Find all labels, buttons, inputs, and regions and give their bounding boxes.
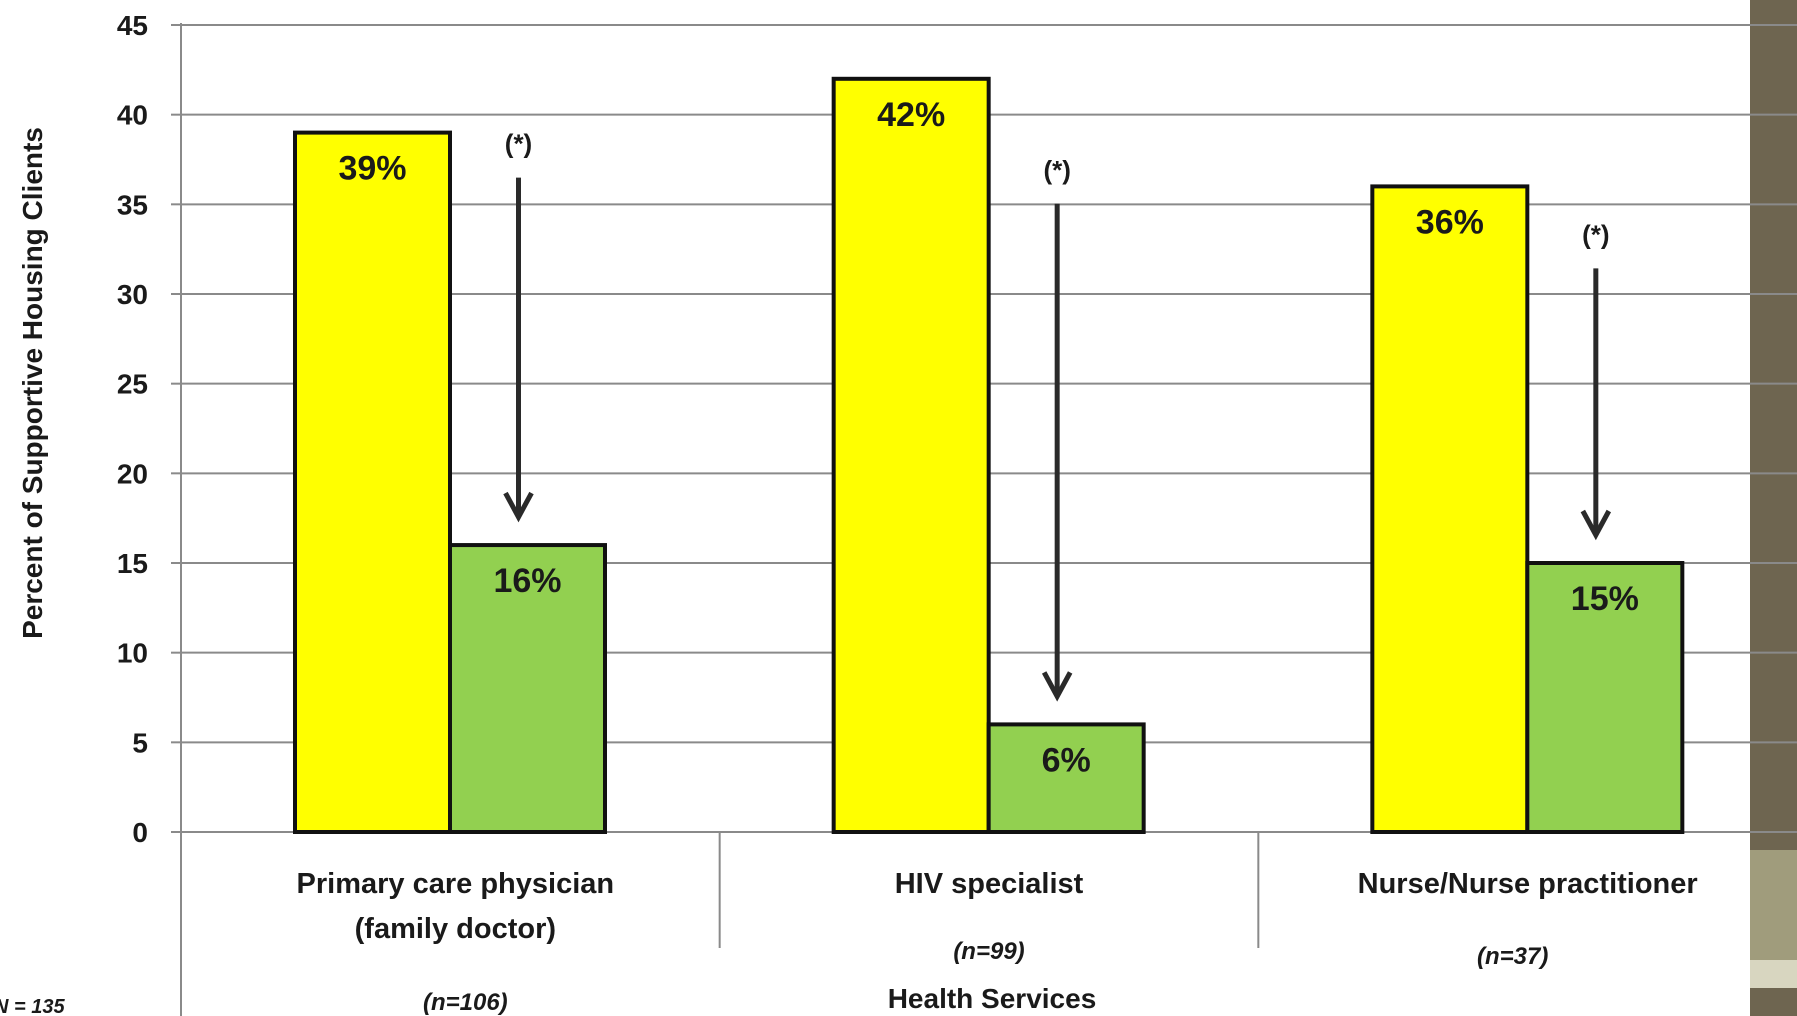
- y-tick-label: 25: [117, 369, 148, 400]
- y-tick-label: 30: [117, 279, 148, 310]
- bar: [986, 722, 1146, 835]
- y-tick-label: 5: [132, 727, 148, 758]
- sidebar-decoration: [1750, 0, 1797, 1016]
- data-label: 15%: [1571, 580, 1639, 618]
- bar: [831, 76, 991, 835]
- bar: [293, 130, 452, 835]
- data-label: 6%: [1042, 741, 1091, 779]
- bar: [448, 543, 607, 834]
- sidebar-bottom: [1750, 988, 1797, 1016]
- sample-size-label: (n=99): [953, 938, 1024, 965]
- category-label: Nurse/Nurse practitioner: [1358, 868, 1698, 900]
- data-label: 42%: [877, 96, 945, 134]
- sample-size-label: (n=37): [1477, 943, 1548, 970]
- y-axis-title: Percent of Supportive Housing Clients: [17, 127, 48, 639]
- x-category-labels: Primary care physician (family doctor) (n=…: [297, 868, 1698, 1016]
- arrow-head: [1580, 509, 1612, 541]
- y-tick-label: 10: [117, 638, 148, 669]
- category-label: HIV specialist: [895, 868, 1084, 900]
- y-tick-label: 20: [117, 458, 148, 489]
- y-tick-label: 45: [117, 10, 148, 41]
- y-tick-label: 40: [117, 100, 148, 131]
- sample-size-label: (n=106): [423, 989, 508, 1016]
- y-tick-label: 35: [117, 189, 148, 220]
- y-tick-label: 0: [132, 817, 148, 848]
- bar: [1370, 184, 1530, 834]
- x-axis-title: Health Services: [888, 983, 1097, 1014]
- significance-marker: (*): [1043, 155, 1070, 185]
- y-tick-label: 15: [117, 548, 148, 579]
- significance-marker: (*): [1582, 219, 1609, 249]
- data-label: 16%: [493, 562, 561, 600]
- sidebar-accent-block: [1750, 850, 1797, 960]
- data-label: 36%: [1416, 203, 1484, 241]
- total-n-label: N = 135: [0, 996, 65, 1016]
- arrow-head: [1041, 671, 1073, 702]
- significance-arrows: (*) (*) (*): [503, 129, 1612, 702]
- bar: [1525, 561, 1685, 834]
- sidebar-accent-light: [1750, 960, 1797, 988]
- sidebar-band: [1750, 0, 1797, 1016]
- arrow-head: [503, 491, 534, 523]
- category-label: (family doctor): [355, 913, 556, 945]
- data-label: 39%: [338, 150, 406, 188]
- y-tick-labels: 0 5 10 15 20 25 30 35 40 45: [117, 10, 148, 848]
- bars: 39% 16% 42% 6% 36% 15%: [293, 76, 1685, 835]
- category-label: Primary care physician: [297, 868, 615, 900]
- significance-marker: (*): [505, 129, 532, 159]
